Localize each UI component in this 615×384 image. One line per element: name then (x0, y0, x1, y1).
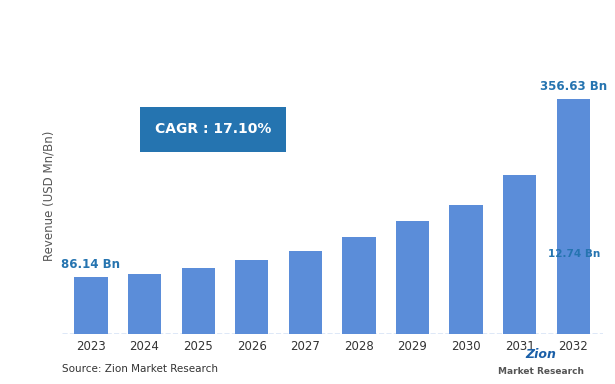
Bar (288, 251, 322, 334)
Text: Market Research: Market Research (498, 367, 584, 376)
Text: 2024-2032 (USD Billion): 2024-2032 (USD Billion) (341, 17, 539, 33)
Bar (396, 221, 429, 334)
Bar (557, 99, 590, 334)
Text: CAGR : 17.10%: CAGR : 17.10% (155, 122, 271, 136)
Bar (235, 260, 268, 334)
Bar (450, 205, 483, 334)
Text: 86.14 Bn: 86.14 Bn (62, 258, 121, 271)
Text: 356.63 Bn: 356.63 Bn (540, 80, 607, 93)
Y-axis label: Revenue (USD Mn/Bn): Revenue (USD Mn/Bn) (43, 131, 56, 261)
FancyBboxPatch shape (140, 108, 286, 152)
Text: 12.74 Bn: 12.74 Bn (547, 250, 600, 260)
Bar (343, 237, 376, 334)
Text: Global Industrial Robotic Motors Market,: Global Industrial Robotic Motors Market, (12, 17, 381, 33)
Bar (503, 175, 536, 334)
Bar (74, 277, 108, 334)
Text: Source: Zion Market Research: Source: Zion Market Research (62, 364, 218, 374)
Text: Zion: Zion (526, 348, 557, 361)
Bar (181, 268, 215, 334)
Bar (128, 273, 161, 334)
